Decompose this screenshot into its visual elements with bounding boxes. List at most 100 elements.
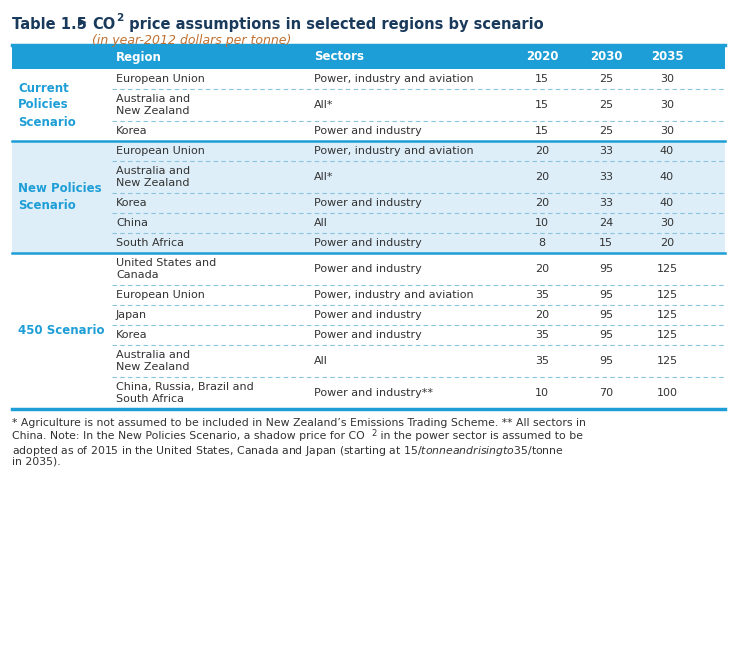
Text: 450 Scenario: 450 Scenario [18, 325, 105, 338]
Text: 30: 30 [660, 126, 674, 136]
Text: 95: 95 [599, 330, 613, 340]
Text: Australia and
New Zealand: Australia and New Zealand [116, 350, 190, 372]
Text: 35: 35 [535, 356, 549, 366]
Text: South Africa: South Africa [116, 238, 184, 248]
Text: China: China [116, 218, 148, 228]
Text: 20: 20 [535, 310, 549, 320]
Text: 30: 30 [660, 218, 674, 228]
FancyBboxPatch shape [12, 141, 725, 161]
Text: in the power sector is assumed to be: in the power sector is assumed to be [377, 431, 583, 441]
Text: 95: 95 [599, 356, 613, 366]
Text: 2: 2 [371, 429, 377, 438]
Text: European Union: European Union [116, 74, 205, 84]
FancyBboxPatch shape [12, 377, 725, 409]
Text: Power, industry and aviation: Power, industry and aviation [314, 290, 474, 300]
Text: Korea: Korea [116, 126, 147, 136]
Text: China, Russia, Brazil and
South Africa: China, Russia, Brazil and South Africa [116, 382, 254, 404]
Text: New Policies
Scenario: New Policies Scenario [18, 182, 102, 212]
Text: Power, industry and aviation: Power, industry and aviation [314, 74, 474, 84]
Text: adopted as of 2015 in the United States, Canada and Japan (starting at $15/tonne: adopted as of 2015 in the United States,… [12, 444, 564, 458]
Text: 95: 95 [599, 290, 613, 300]
FancyBboxPatch shape [12, 233, 725, 253]
Text: Power and industry: Power and industry [314, 198, 422, 208]
FancyBboxPatch shape [12, 253, 725, 285]
Text: 35: 35 [535, 330, 549, 340]
FancyBboxPatch shape [12, 305, 725, 325]
Text: 15: 15 [535, 74, 549, 84]
Text: Power, industry and aviation: Power, industry and aviation [314, 146, 474, 156]
FancyBboxPatch shape [12, 193, 725, 213]
Text: 125: 125 [657, 290, 677, 300]
Text: All: All [314, 356, 328, 366]
Text: 70: 70 [599, 388, 613, 398]
Text: 15: 15 [599, 238, 613, 248]
FancyBboxPatch shape [12, 89, 725, 121]
Text: 100: 100 [657, 388, 677, 398]
Text: Power and industry: Power and industry [314, 238, 422, 248]
Text: Korea: Korea [116, 330, 147, 340]
FancyBboxPatch shape [12, 253, 112, 409]
Text: (in year-2012 dollars per tonne): (in year-2012 dollars per tonne) [92, 34, 291, 47]
Text: 95: 95 [599, 310, 613, 320]
Text: European Union: European Union [116, 146, 205, 156]
Text: 2020: 2020 [525, 51, 558, 63]
Text: 24: 24 [599, 218, 613, 228]
Text: Power and industry: Power and industry [314, 310, 422, 320]
Text: Region: Region [116, 51, 162, 63]
Text: Power and industry: Power and industry [314, 330, 422, 340]
FancyBboxPatch shape [12, 213, 725, 233]
Text: All*: All* [314, 172, 334, 182]
Text: China. Note: In the New Policies Scenario, a shadow price for CO: China. Note: In the New Policies Scenari… [12, 431, 365, 441]
FancyBboxPatch shape [12, 121, 725, 141]
Text: Australia and
New Zealand: Australia and New Zealand [116, 94, 190, 116]
Text: in 2035).: in 2035). [12, 457, 60, 467]
Text: All*: All* [314, 100, 334, 110]
FancyBboxPatch shape [12, 69, 725, 89]
Text: Power and industry: Power and industry [314, 126, 422, 136]
Text: 2035: 2035 [651, 51, 683, 63]
FancyBboxPatch shape [12, 161, 725, 193]
Text: 40: 40 [660, 146, 674, 156]
Text: Current
Policies
Scenario: Current Policies Scenario [18, 82, 76, 128]
FancyBboxPatch shape [12, 325, 725, 345]
Text: 8: 8 [539, 238, 545, 248]
Text: Japan: Japan [116, 310, 147, 320]
Text: 20: 20 [660, 238, 674, 248]
Text: 10: 10 [535, 218, 549, 228]
Text: ▶: ▶ [78, 17, 86, 27]
FancyBboxPatch shape [12, 69, 112, 141]
Text: Power and industry**: Power and industry** [314, 388, 433, 398]
Text: 30: 30 [660, 100, 674, 110]
Text: Power and industry: Power and industry [314, 264, 422, 274]
Text: 2030: 2030 [590, 51, 622, 63]
Text: European Union: European Union [116, 290, 205, 300]
Text: United States and
Canada: United States and Canada [116, 257, 216, 281]
Text: 30: 30 [660, 74, 674, 84]
Text: Korea: Korea [116, 198, 147, 208]
FancyBboxPatch shape [12, 141, 112, 253]
Text: 25: 25 [599, 126, 613, 136]
Text: 20: 20 [535, 172, 549, 182]
Text: 40: 40 [660, 172, 674, 182]
Text: 10: 10 [535, 388, 549, 398]
Text: 125: 125 [657, 264, 677, 274]
Text: price assumptions in selected regions by scenario: price assumptions in selected regions by… [124, 17, 544, 32]
Text: 25: 25 [599, 100, 613, 110]
Text: 15: 15 [535, 100, 549, 110]
Text: 33: 33 [599, 198, 613, 208]
Text: 20: 20 [535, 198, 549, 208]
Text: CO: CO [92, 17, 115, 32]
FancyBboxPatch shape [12, 285, 725, 305]
Text: * Agriculture is not assumed to be included in New Zealand’s Emissions Trading S: * Agriculture is not assumed to be inclu… [12, 418, 586, 428]
Text: All: All [314, 218, 328, 228]
Text: 33: 33 [599, 172, 613, 182]
Text: 2: 2 [116, 13, 123, 23]
Text: 125: 125 [657, 356, 677, 366]
Text: 125: 125 [657, 310, 677, 320]
Text: Australia and
New Zealand: Australia and New Zealand [116, 166, 190, 188]
Text: Table 1.5: Table 1.5 [12, 17, 87, 32]
Text: 25: 25 [599, 74, 613, 84]
Text: 20: 20 [535, 146, 549, 156]
Text: 125: 125 [657, 330, 677, 340]
Text: 40: 40 [660, 198, 674, 208]
